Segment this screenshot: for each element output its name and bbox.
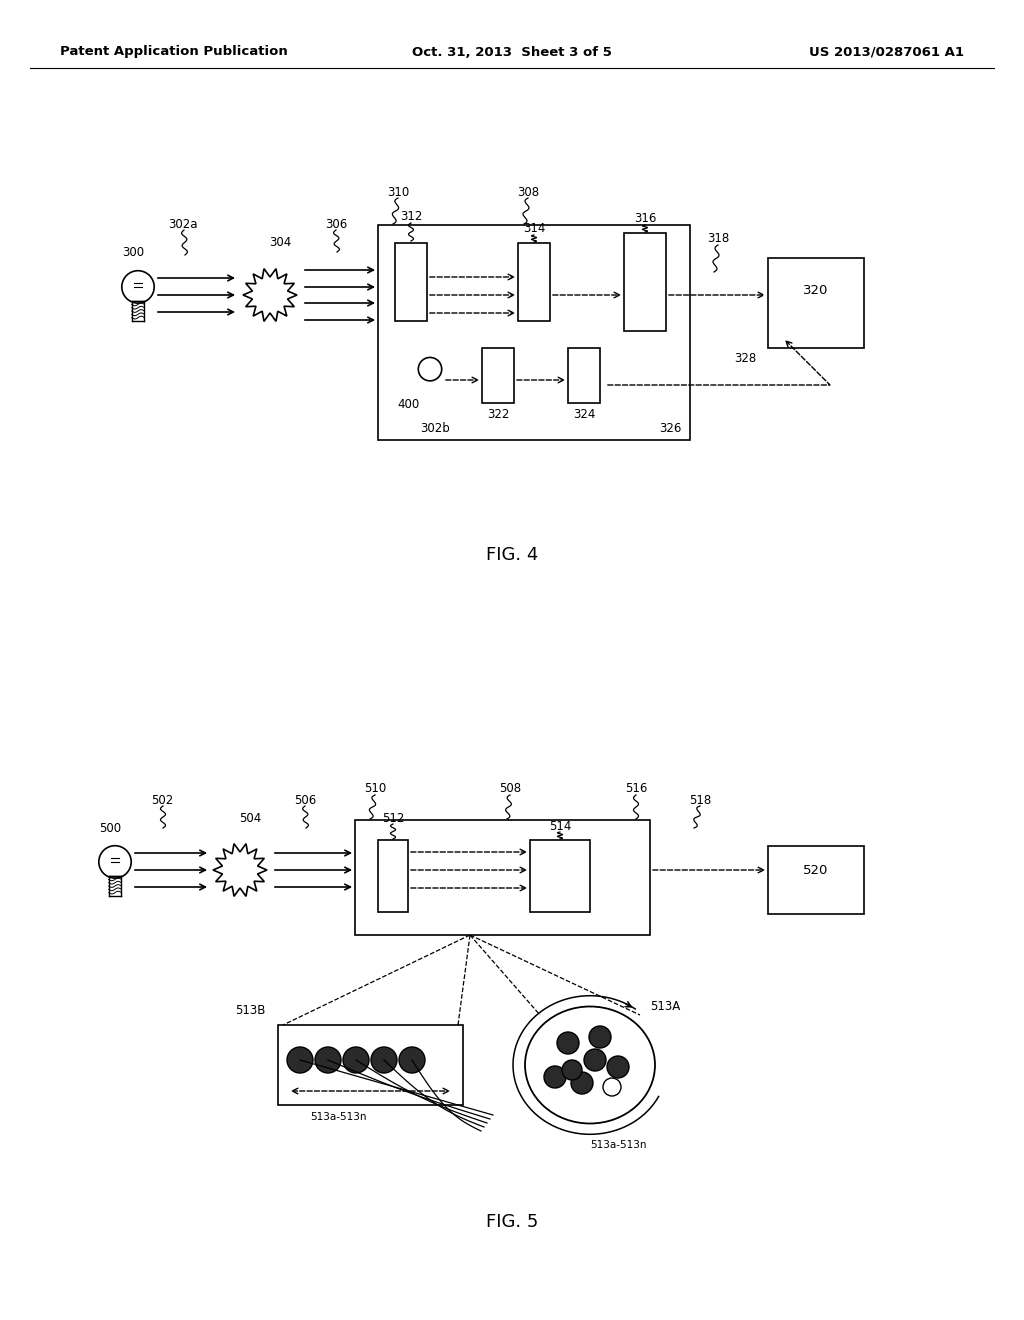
Circle shape [589,1026,611,1048]
Text: 400: 400 [397,399,419,412]
Bar [355,820,650,935]
Circle shape [315,1047,341,1073]
Text: 302b: 302b [420,421,450,434]
Bar [624,234,666,331]
Text: 513a-513n: 513a-513n [590,1140,646,1151]
Circle shape [562,1060,582,1080]
Circle shape [399,1047,425,1073]
Bar [378,224,690,440]
Circle shape [343,1047,369,1073]
Text: 318: 318 [707,231,729,244]
Text: 518: 518 [689,793,711,807]
Text: Oct. 31, 2013  Sheet 3 of 5: Oct. 31, 2013 Sheet 3 of 5 [412,45,612,58]
Bar [768,846,864,913]
Text: 516: 516 [625,781,647,795]
Text: 514: 514 [549,820,571,833]
Text: 316: 316 [634,213,656,226]
Text: 502: 502 [151,793,173,807]
Bar [395,243,427,321]
Bar [482,348,514,403]
Text: 513a-513n: 513a-513n [309,1111,367,1122]
Text: 306: 306 [325,218,347,231]
Bar [768,257,864,348]
Text: FIG. 4: FIG. 4 [485,546,539,564]
Polygon shape [243,269,297,321]
Text: 324: 324 [572,408,595,421]
Text: 500: 500 [99,821,121,834]
Circle shape [287,1047,313,1073]
Text: 504: 504 [239,812,261,825]
Circle shape [371,1047,397,1073]
Text: 326: 326 [658,421,681,434]
Text: US 2013/0287061 A1: US 2013/0287061 A1 [809,45,964,58]
Text: 510: 510 [364,781,386,795]
Text: FIG. 5: FIG. 5 [485,1213,539,1232]
Text: 314: 314 [523,223,545,235]
Text: 513B: 513B [234,1005,265,1018]
Text: 312: 312 [399,210,422,223]
Text: 328: 328 [734,351,756,364]
Text: 506: 506 [294,793,316,807]
Text: 308: 308 [517,186,539,198]
Bar [278,1026,463,1105]
Text: 512: 512 [382,812,404,825]
Circle shape [544,1067,566,1088]
Circle shape [557,1032,579,1053]
Text: Patent Application Publication: Patent Application Publication [60,45,288,58]
Text: 300: 300 [122,247,144,260]
Bar [378,840,408,912]
Text: 304: 304 [269,236,291,249]
Circle shape [571,1072,593,1094]
Text: 310: 310 [387,186,410,198]
Text: 302a: 302a [168,218,198,231]
Bar [568,348,600,403]
Bar [530,840,590,912]
Text: 513A: 513A [650,1001,680,1014]
Text: 508: 508 [499,781,521,795]
Circle shape [603,1078,621,1096]
Text: 320: 320 [803,284,828,297]
Circle shape [607,1056,629,1078]
Bar [518,243,550,321]
Circle shape [584,1049,606,1071]
Text: 520: 520 [803,865,828,878]
Polygon shape [213,843,267,896]
Text: 322: 322 [486,408,509,421]
